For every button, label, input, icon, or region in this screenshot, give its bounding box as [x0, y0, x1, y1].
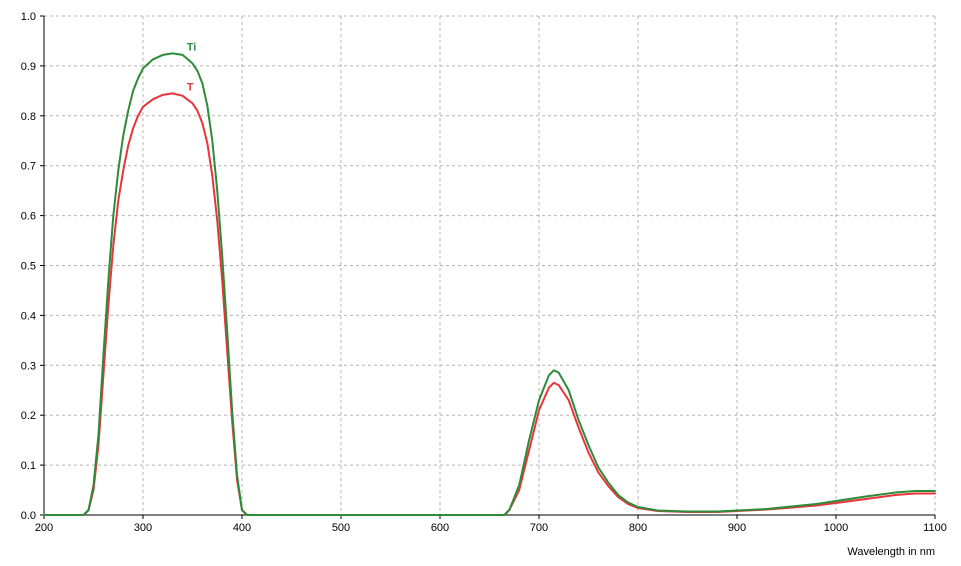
x-tick-label: 300 [134, 522, 152, 534]
y-tick-label: 0.4 [21, 310, 36, 322]
y-tick-label: 0.6 [21, 211, 36, 223]
axis-layer: 200 300 400 500 600 700 800 900 1000 1100 0.0 0.1 0.… [21, 11, 947, 534]
x-tick-label: 1100 [923, 522, 947, 534]
series-line-ti [43, 52, 936, 516]
series-label-ti: Ti [187, 41, 197, 53]
y-tick-label: 0.3 [21, 360, 36, 372]
x-tick-label: 600 [431, 522, 449, 534]
series-label-t: T [187, 81, 194, 93]
y-tick-label: 0.0 [21, 510, 36, 522]
x-tick-label: 500 [332, 522, 350, 534]
y-tick-label: 0.9 [21, 61, 36, 73]
label-layer: Ti T [187, 41, 197, 93]
grid-layer [44, 15, 936, 515]
y-tick-label: 0.5 [21, 261, 36, 273]
y-tick-label: 0.7 [21, 161, 36, 173]
y-tick-label: 0.8 [21, 111, 36, 123]
series-layer [43, 52, 936, 516]
x-tick-label: 900 [728, 522, 746, 534]
y-tick-label: 0.2 [21, 410, 36, 422]
x-tick-label: 1000 [824, 522, 848, 534]
x-tick-label: 200 [35, 522, 53, 534]
x-axis-title: Wavelength in nm [847, 546, 935, 558]
x-tick-label: 800 [629, 522, 647, 534]
x-tick-label: 400 [233, 522, 251, 534]
series-line-t [43, 92, 936, 516]
y-tick-label: 0.1 [21, 460, 36, 472]
x-tick-label: 700 [530, 522, 548, 534]
y-tick-label: 1.0 [21, 11, 36, 23]
